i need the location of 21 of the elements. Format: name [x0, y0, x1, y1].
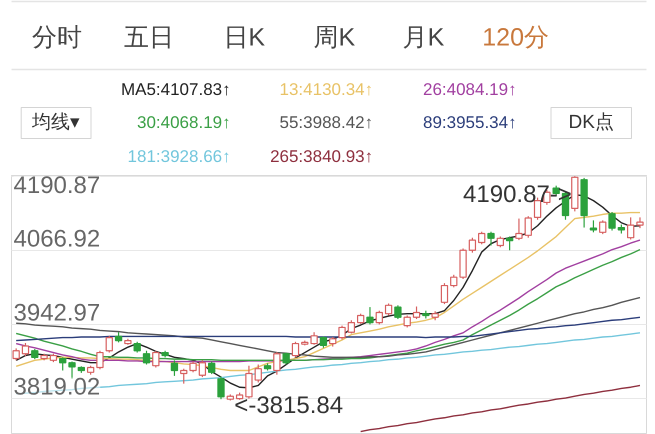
- text: DK点: [568, 112, 614, 133]
- text: 181:3928.66↑: [128, 147, 231, 166]
- y-tick-label: 3819.02: [14, 374, 100, 401]
- y-tick-label: 3942.97: [14, 299, 100, 326]
- text: 265:3840.93↑: [270, 147, 374, 166]
- text: 89:3955.34↑: [423, 113, 517, 132]
- text: 五日: [124, 24, 174, 52]
- text: 月K: [402, 24, 445, 52]
- y-tick-label: 4190.87: [14, 172, 100, 200]
- text: 120分: [482, 24, 549, 52]
- annotation: <-3815.84: [234, 392, 344, 419]
- text: 30:4068.19↑: [137, 113, 231, 132]
- text: MA5:4107.83↑: [120, 80, 231, 99]
- text: 周K: [313, 24, 356, 52]
- text: 分时: [32, 24, 82, 52]
- y-tick-label: 4066.92: [14, 225, 100, 252]
- text: 均线▾: [31, 112, 80, 133]
- text: 55:3988.42↑: [280, 113, 374, 132]
- text: 日K: [223, 24, 266, 52]
- text: 13:4130.34↑: [280, 80, 374, 99]
- text: 26:4084.19↑: [423, 80, 517, 99]
